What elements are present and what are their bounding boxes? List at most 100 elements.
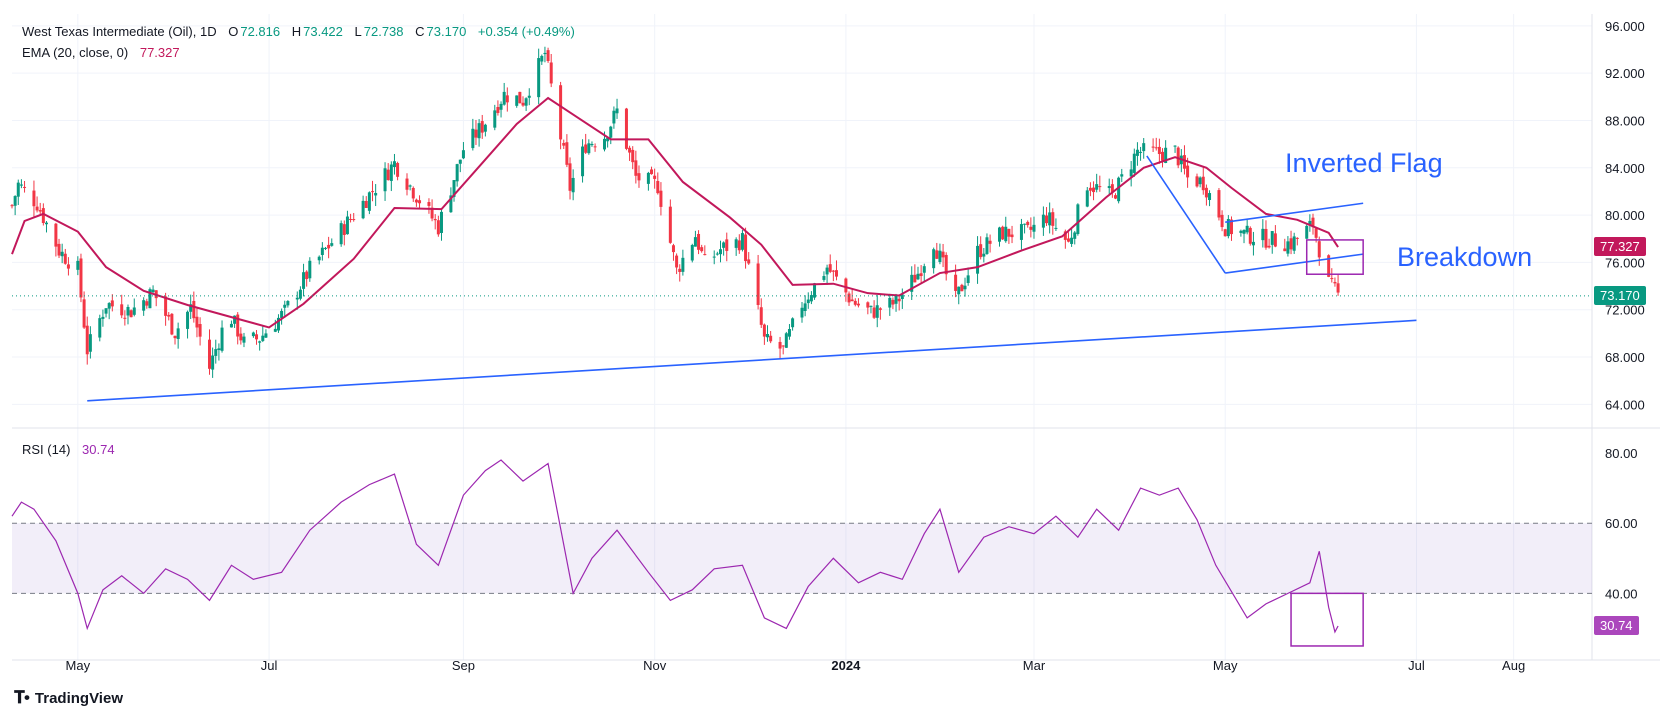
candle-body[interactable] xyxy=(195,316,199,328)
candle-body[interactable] xyxy=(549,62,553,84)
candle-body[interactable] xyxy=(628,147,632,153)
candle-body[interactable] xyxy=(383,168,387,192)
candle-body[interactable] xyxy=(653,175,657,179)
candle-body[interactable] xyxy=(1195,176,1199,187)
candle-body[interactable] xyxy=(922,266,926,273)
candle-body[interactable] xyxy=(1176,147,1180,166)
candle-body[interactable] xyxy=(737,240,741,251)
candle-body[interactable] xyxy=(1132,153,1136,173)
candle-body[interactable] xyxy=(693,237,697,247)
candle-body[interactable] xyxy=(418,200,422,204)
candle-body[interactable] xyxy=(66,264,70,269)
candle-body[interactable] xyxy=(1261,228,1265,241)
candle-body[interactable] xyxy=(1154,147,1158,149)
candle-body[interactable] xyxy=(546,50,550,62)
candle-body[interactable] xyxy=(1242,229,1246,234)
candle-body[interactable] xyxy=(612,110,616,124)
candle-body[interactable] xyxy=(255,334,259,340)
candle-body[interactable] xyxy=(762,324,766,337)
candle-body[interactable] xyxy=(584,144,588,153)
candle-body[interactable] xyxy=(1286,241,1290,254)
candle-body[interactable] xyxy=(396,163,400,177)
candle-body[interactable] xyxy=(671,245,675,253)
candle-body[interactable] xyxy=(979,244,983,258)
candle-body[interactable] xyxy=(1223,229,1227,237)
candle-body[interactable] xyxy=(894,295,898,304)
candle-body[interactable] xyxy=(414,199,418,203)
candle-body[interactable] xyxy=(700,247,704,252)
candle-body[interactable] xyxy=(1023,223,1027,225)
ema-legend[interactable]: EMA (20, close, 0) 77.327 xyxy=(22,45,182,60)
candle-body[interactable] xyxy=(1142,143,1146,152)
candle-body[interactable] xyxy=(302,272,306,289)
candle-body[interactable] xyxy=(1066,238,1070,242)
tradingview-brand[interactable]: 𝐓• TradingView xyxy=(14,688,123,708)
candle-body[interactable] xyxy=(186,311,190,329)
candle-body[interactable] xyxy=(364,200,368,208)
candle-body[interactable] xyxy=(173,335,177,339)
candle-body[interactable] xyxy=(866,302,870,308)
candle-body[interactable] xyxy=(229,323,233,328)
candle-body[interactable] xyxy=(1264,228,1268,248)
candle-body[interactable] xyxy=(1198,177,1202,185)
candle-body[interactable] xyxy=(787,329,791,337)
candle-body[interactable] xyxy=(941,251,945,258)
candle-body[interactable] xyxy=(515,95,519,106)
candle-body[interactable] xyxy=(339,223,343,245)
candle-body[interactable] xyxy=(659,190,663,207)
candle-body[interactable] xyxy=(825,267,829,275)
candle-body[interactable] xyxy=(722,242,726,248)
candle-body[interactable] xyxy=(1173,145,1177,147)
candle-body[interactable] xyxy=(1327,255,1331,277)
candle-body[interactable] xyxy=(1208,193,1212,201)
candle-body[interactable] xyxy=(1295,237,1299,239)
candle-body[interactable] xyxy=(220,327,224,351)
candle-body[interactable] xyxy=(1088,187,1092,191)
candle-body[interactable] xyxy=(283,304,287,308)
candle-body[interactable] xyxy=(327,244,331,249)
candle-body[interactable] xyxy=(624,108,628,149)
candle-body[interactable] xyxy=(392,161,396,168)
candle-body[interactable] xyxy=(198,324,202,337)
candle-body[interactable] xyxy=(107,303,111,309)
candle-body[interactable] xyxy=(1092,187,1096,193)
candle-body[interactable] xyxy=(998,227,1001,242)
candle-body[interactable] xyxy=(581,146,585,177)
candle-body[interactable] xyxy=(813,283,817,298)
candle-body[interactable] xyxy=(759,307,763,325)
candle-body[interactable] xyxy=(1273,233,1277,247)
candle-body[interactable] xyxy=(527,95,531,98)
candle-body[interactable] xyxy=(452,180,456,197)
candle-body[interactable] xyxy=(1113,195,1117,199)
candle-body[interactable] xyxy=(1245,225,1249,233)
candle-body[interactable] xyxy=(167,314,171,317)
candle-body[interactable] xyxy=(211,355,215,370)
candle-body[interactable] xyxy=(208,339,211,369)
candle-body[interactable] xyxy=(897,298,901,302)
candle-body[interactable] xyxy=(1201,176,1205,191)
candle-body[interactable] xyxy=(276,317,280,331)
candle-body[interactable] xyxy=(142,300,146,311)
candle-body[interactable] xyxy=(957,286,961,295)
candle-body[interactable] xyxy=(101,316,105,319)
candle-body[interactable] xyxy=(164,296,168,316)
candle-body[interactable] xyxy=(251,332,255,337)
candle-body[interactable] xyxy=(82,299,86,328)
candle-body[interactable] xyxy=(766,334,770,338)
candle-body[interactable] xyxy=(233,315,237,324)
candle-body[interactable] xyxy=(1054,227,1058,229)
candle-body[interactable] xyxy=(1182,155,1186,169)
candle-body[interactable] xyxy=(408,185,412,187)
candle-body[interactable] xyxy=(123,317,127,319)
candle-body[interactable] xyxy=(834,270,838,277)
candle-body[interactable] xyxy=(715,253,719,255)
candle-body[interactable] xyxy=(646,172,650,184)
candle-body[interactable] xyxy=(1041,214,1045,228)
candle-body[interactable] xyxy=(1032,224,1036,232)
candle-body[interactable] xyxy=(439,211,443,233)
candle-body[interactable] xyxy=(524,98,528,106)
candle-body[interactable] xyxy=(540,55,544,62)
candle-body[interactable] xyxy=(1317,241,1321,258)
candle-body[interactable] xyxy=(1308,220,1312,225)
